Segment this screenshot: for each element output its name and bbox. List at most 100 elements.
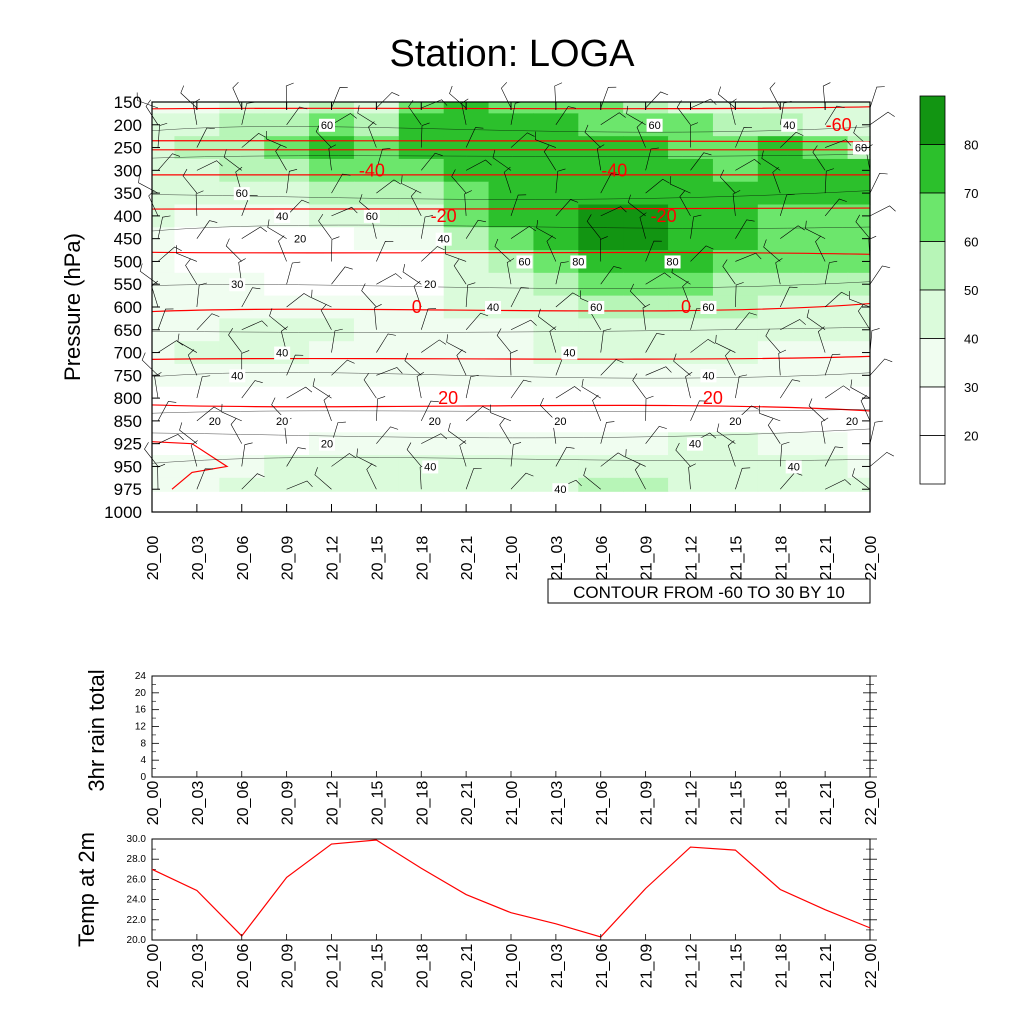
rh-cell (398, 386, 445, 411)
rh-cell (847, 250, 871, 274)
wind-barb (368, 121, 377, 148)
wind-barb (583, 467, 601, 490)
y-tick-label: 450 (114, 230, 142, 249)
y-tick-label: 12 (135, 722, 147, 733)
rh-cell (578, 250, 624, 274)
wind-barb (312, 378, 332, 399)
rh-cell (802, 477, 849, 492)
rh-cell (443, 455, 490, 479)
x-tick-label: 20_15 (369, 536, 386, 581)
wind-barb (267, 219, 287, 239)
temperature-panel: 20.0 22.0 24.0 26.0 28.0 30.0 20_00 20_03 20_06 2… (74, 832, 880, 988)
temperature-contour-label: 0 (412, 297, 422, 317)
wind-barb (775, 258, 783, 285)
rh-cell (264, 181, 310, 206)
rh-cell (353, 227, 400, 251)
wind-barb (510, 379, 532, 399)
y-tick-label: 400 (114, 207, 142, 226)
rh-cell (488, 227, 535, 251)
rh-cell (443, 227, 490, 251)
wind-barb (331, 87, 348, 109)
x-tick-label: 20_18 (414, 536, 431, 581)
y-tick-label: 150 (114, 93, 142, 112)
wind-barb (812, 145, 826, 171)
wind-barb (600, 86, 617, 109)
wind-barb (465, 406, 490, 422)
wind-barb (629, 283, 646, 308)
wind-barb (645, 272, 671, 285)
temperature-contour-line (151, 207, 871, 210)
rh-cell (623, 227, 669, 251)
wind-barb (642, 303, 651, 330)
rh-cell (152, 272, 176, 297)
rh-cell (174, 272, 220, 297)
temperature-contour-label: -40 (359, 160, 385, 180)
x-tick-label: 21_03 (549, 944, 566, 989)
wind-barb (555, 292, 580, 308)
x-tick-label: 20_03 (190, 536, 207, 581)
y-tick-label: 8 (140, 738, 146, 749)
rh-contour-label: 40 (788, 461, 800, 473)
rh-cell (578, 386, 624, 411)
x-tick-label: 22_00 (863, 781, 880, 826)
rh-cell (533, 158, 579, 183)
rh-cell (847, 272, 871, 297)
rh-cell (847, 181, 871, 206)
rh-cell (264, 455, 310, 479)
wind-barb (690, 400, 708, 422)
wind-barb (314, 467, 332, 490)
wind-barb (600, 266, 622, 285)
y-tick-label: 30.0 (127, 834, 147, 845)
wind-barb (555, 446, 575, 467)
wind-barb (670, 176, 691, 194)
rh-cell (578, 136, 624, 160)
colorbar-label: 50 (964, 283, 978, 298)
rh-cell (712, 272, 759, 297)
wind-barb (196, 375, 211, 399)
rh-label-bg (229, 369, 246, 383)
wind-barb (446, 334, 467, 353)
temperature-contour-label: -20 (651, 206, 677, 226)
temperature-contour-line (151, 404, 871, 412)
rh-cell (353, 386, 400, 411)
x-tick-label: 21_18 (773, 781, 790, 826)
wind-barb (555, 199, 579, 217)
wind-barb (600, 112, 626, 126)
rh-cell (264, 363, 310, 388)
y-tick-label: 800 (114, 389, 142, 408)
wind-barb (157, 122, 168, 148)
wind-barb (729, 98, 737, 125)
rh-cell (533, 455, 579, 479)
x-tick-label: 21_09 (639, 536, 656, 581)
y-tick-label: 350 (114, 184, 142, 203)
x-tick-label: 20_06 (235, 781, 252, 826)
rh-cell (623, 272, 669, 297)
temperature-contour-line (151, 302, 871, 313)
wind-barb (420, 400, 439, 422)
wind-barb (235, 166, 243, 194)
rh-cell (488, 455, 535, 479)
rh-cell (533, 272, 579, 297)
rh-cell (443, 409, 490, 433)
rh-cell (219, 113, 265, 137)
y-axis-label: Pressure (hPa) (60, 233, 85, 381)
rh-cell (353, 341, 400, 365)
x-tick-label: 20_09 (280, 944, 297, 989)
y-tick-label: 650 (114, 321, 142, 340)
wind-barb (275, 144, 287, 171)
rh-cell (533, 113, 579, 137)
wind-barb (581, 378, 601, 399)
rh-label-bg (274, 346, 291, 360)
wind-barb (225, 238, 242, 262)
wind-barb (727, 440, 736, 467)
rh-cell (219, 158, 265, 183)
rh-cell (353, 136, 400, 160)
x-tick-label: 21_03 (549, 781, 566, 826)
rh-cell (309, 250, 355, 274)
rh-cell (309, 227, 355, 251)
wind-barb (286, 199, 310, 217)
rh-cell (488, 386, 535, 411)
wind-barb (420, 122, 430, 148)
wind-barb (506, 258, 515, 285)
rh-cell (847, 295, 871, 319)
